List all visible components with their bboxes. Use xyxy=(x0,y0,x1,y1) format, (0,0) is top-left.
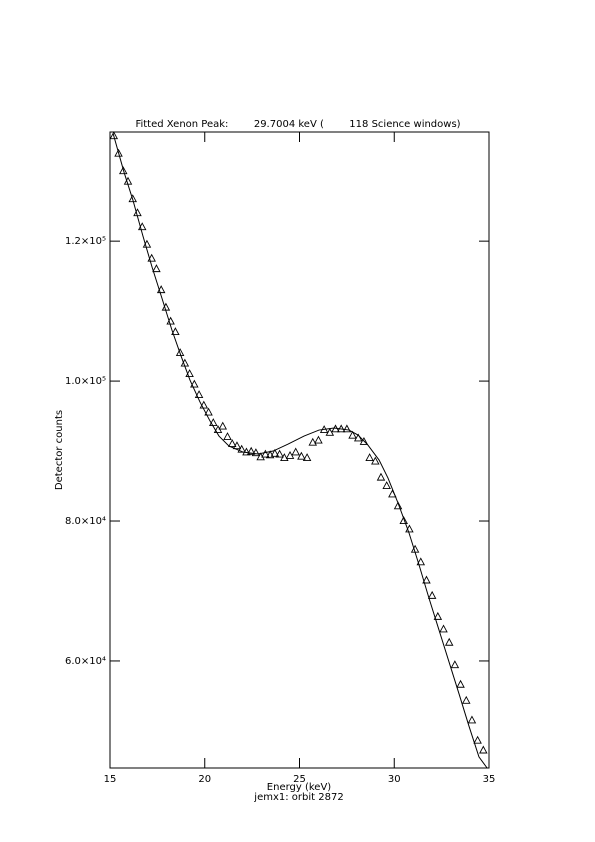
data-point xyxy=(444,637,454,646)
data-point xyxy=(359,437,369,445)
data-point xyxy=(171,327,180,336)
data-point xyxy=(462,695,471,704)
data-point xyxy=(393,501,403,510)
data-point xyxy=(246,446,256,455)
x-axis-label: Energy (keV) xyxy=(267,782,332,793)
data-point xyxy=(365,453,374,461)
data-point xyxy=(473,735,482,744)
data-point xyxy=(371,456,380,465)
x-tick-label: 25 xyxy=(293,774,306,785)
subtitle: jemx1: orbit 2872 xyxy=(253,792,343,803)
data-point xyxy=(376,472,386,481)
data-point xyxy=(280,453,289,461)
data-point xyxy=(194,390,204,399)
y-tick-label: 1.0×10⁵ xyxy=(65,376,106,387)
y-tick-label: 6.0×10⁴ xyxy=(65,656,106,667)
data-point xyxy=(232,441,242,450)
y-axis-label: Detector counts xyxy=(54,410,65,490)
data-point xyxy=(308,437,318,446)
data-point xyxy=(456,679,465,688)
data-point xyxy=(190,379,199,388)
data-point xyxy=(204,407,213,416)
data-point xyxy=(237,444,246,453)
data-point xyxy=(227,439,237,448)
data-point xyxy=(261,449,270,458)
data-point xyxy=(147,253,156,262)
x-tick-label: 15 xyxy=(104,774,117,785)
data-point xyxy=(128,194,137,203)
y-tick-label: 1.2×10⁵ xyxy=(65,236,106,247)
data-point xyxy=(348,430,357,439)
data-point xyxy=(152,264,161,273)
chart-title: Fitted Xenon Peak: 29.7004 keV ( 118 Sci… xyxy=(135,119,460,130)
data-point xyxy=(342,424,352,433)
y-tick-label: 8.0×10⁴ xyxy=(65,516,106,527)
data-point xyxy=(275,449,284,458)
data-point xyxy=(297,451,306,460)
data-point xyxy=(302,453,312,461)
data-point xyxy=(119,166,128,175)
data-point xyxy=(479,745,488,754)
x-tick-label: 20 xyxy=(198,774,211,785)
data-point xyxy=(416,557,426,566)
data-point xyxy=(439,624,448,633)
data-point xyxy=(467,715,477,724)
data-point xyxy=(199,400,209,409)
data-point xyxy=(114,148,123,157)
data-point xyxy=(242,447,251,456)
data-point xyxy=(223,432,232,441)
data-point xyxy=(422,575,431,584)
data-point xyxy=(450,660,460,669)
data-point xyxy=(109,131,119,140)
data-point xyxy=(291,447,300,456)
x-tick-label: 30 xyxy=(388,774,401,785)
data-point xyxy=(218,421,228,430)
fit-line xyxy=(112,133,488,769)
data-point xyxy=(270,448,280,457)
data-point xyxy=(251,448,261,457)
data-point xyxy=(399,516,408,524)
data-point xyxy=(314,435,323,444)
data-point xyxy=(427,590,437,599)
data-point xyxy=(382,481,391,489)
data-point xyxy=(433,611,443,620)
x-tick-label: 35 xyxy=(483,774,496,785)
data-point xyxy=(175,348,185,357)
